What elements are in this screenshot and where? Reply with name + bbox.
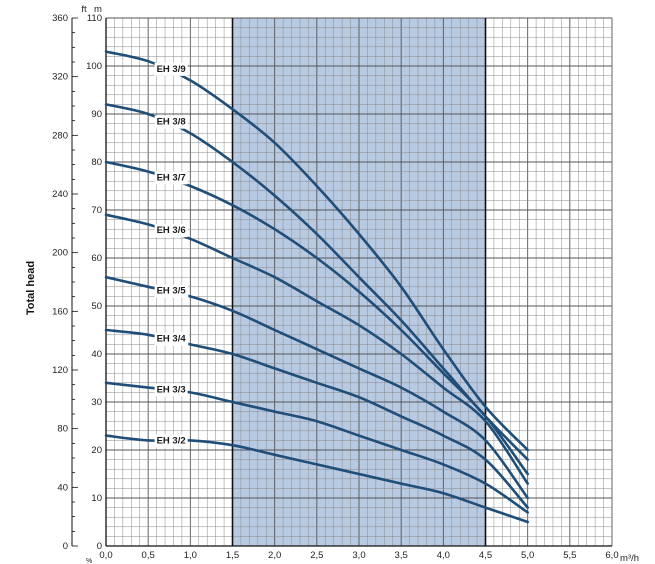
m-tick-label: 0 [97, 541, 102, 552]
curve-label: EH 3/2 [157, 435, 186, 446]
curve-label-bg [154, 434, 188, 448]
curve-label: EH 3/7 [157, 172, 186, 183]
m-tick-label: 90 [91, 109, 102, 120]
curve-label: EH 3/9 [157, 64, 186, 75]
ft-tick-label: 320 [52, 72, 68, 83]
curve-label-bg [154, 171, 188, 185]
ft-tick-label: 160 [52, 306, 68, 317]
x-tick-label: 3,5 [395, 550, 408, 561]
m-tick-label: 40 [91, 349, 102, 360]
curve-label: EH 3/5 [157, 286, 187, 297]
curve-label-bg [154, 62, 188, 76]
curve-label: EH 3/3 [157, 385, 186, 396]
curve-label-bg [154, 284, 189, 298]
axes: 0 40 80 120 160 200 240 280 320 360 0 10 20 30 40 50 60 7… [52, 13, 618, 561]
x-tick-label: 6,0 [605, 550, 618, 561]
curve-label: EH 3/8 [157, 117, 186, 128]
m-tick-label: 30 [91, 397, 102, 408]
m-tick-label: 100 [86, 61, 102, 72]
x-tick-label: 4,0 [437, 550, 450, 561]
curve-label: EH 3/6 [157, 225, 186, 236]
ft-unit-label: ft [81, 4, 87, 15]
m-tick-label: 60 [91, 253, 102, 264]
x-unit-label: m³/h [620, 553, 639, 564]
x-tick-label: 5,5 [563, 550, 576, 561]
x-tick-label: 4,5 [479, 550, 492, 561]
ft-tick-label: 0 [63, 541, 68, 552]
m-tick-label: 110 [87, 13, 102, 24]
ft-tick-label: 80 [57, 424, 68, 435]
ft-tick-label: 240 [52, 189, 68, 200]
x-tick-label: 5,0 [521, 550, 534, 561]
m-unit-label: m [94, 4, 102, 15]
m-tick-label: 80 [91, 157, 102, 168]
curve-label-bg [154, 115, 188, 129]
ft-tick-label: 120 [52, 365, 68, 376]
m-tick-label: 10 [91, 493, 102, 504]
x-tick-label: 2,5 [310, 550, 323, 561]
m-tick-label: 50 [91, 301, 102, 312]
x-tick-label: 0,0 [99, 550, 112, 561]
x-tick-label: 0,5 [142, 550, 155, 561]
curve-label: EH 3/4 [157, 334, 187, 345]
grid [105, 17, 613, 547]
x-tick-label: 1,5 [226, 550, 239, 561]
m-tick-label: 20 [91, 445, 102, 456]
x-tick-label: 1,0 [184, 550, 197, 561]
y-axis-label: Total head [25, 261, 37, 315]
m-tick-label: 70 [91, 205, 102, 216]
x-tick-label: 2,0 [268, 550, 281, 561]
ft-tick-label: 40 [57, 482, 68, 493]
x-tick-label: 3,0 [352, 550, 365, 561]
ft-tick-label: 280 [52, 130, 68, 141]
curve-label-bg [154, 332, 189, 346]
curve-label-bg [154, 224, 188, 238]
curve-labels: EH 3/9 EH 3/8 EH 3/7 EH 3/6 EH 3/5 EH 3/4 EH 3… [154, 62, 189, 448]
ft-tick-label: 360 [52, 13, 68, 24]
x-corner-label: % [86, 558, 92, 564]
curve-label-bg [154, 383, 188, 397]
ft-tick-label: 200 [52, 248, 68, 259]
